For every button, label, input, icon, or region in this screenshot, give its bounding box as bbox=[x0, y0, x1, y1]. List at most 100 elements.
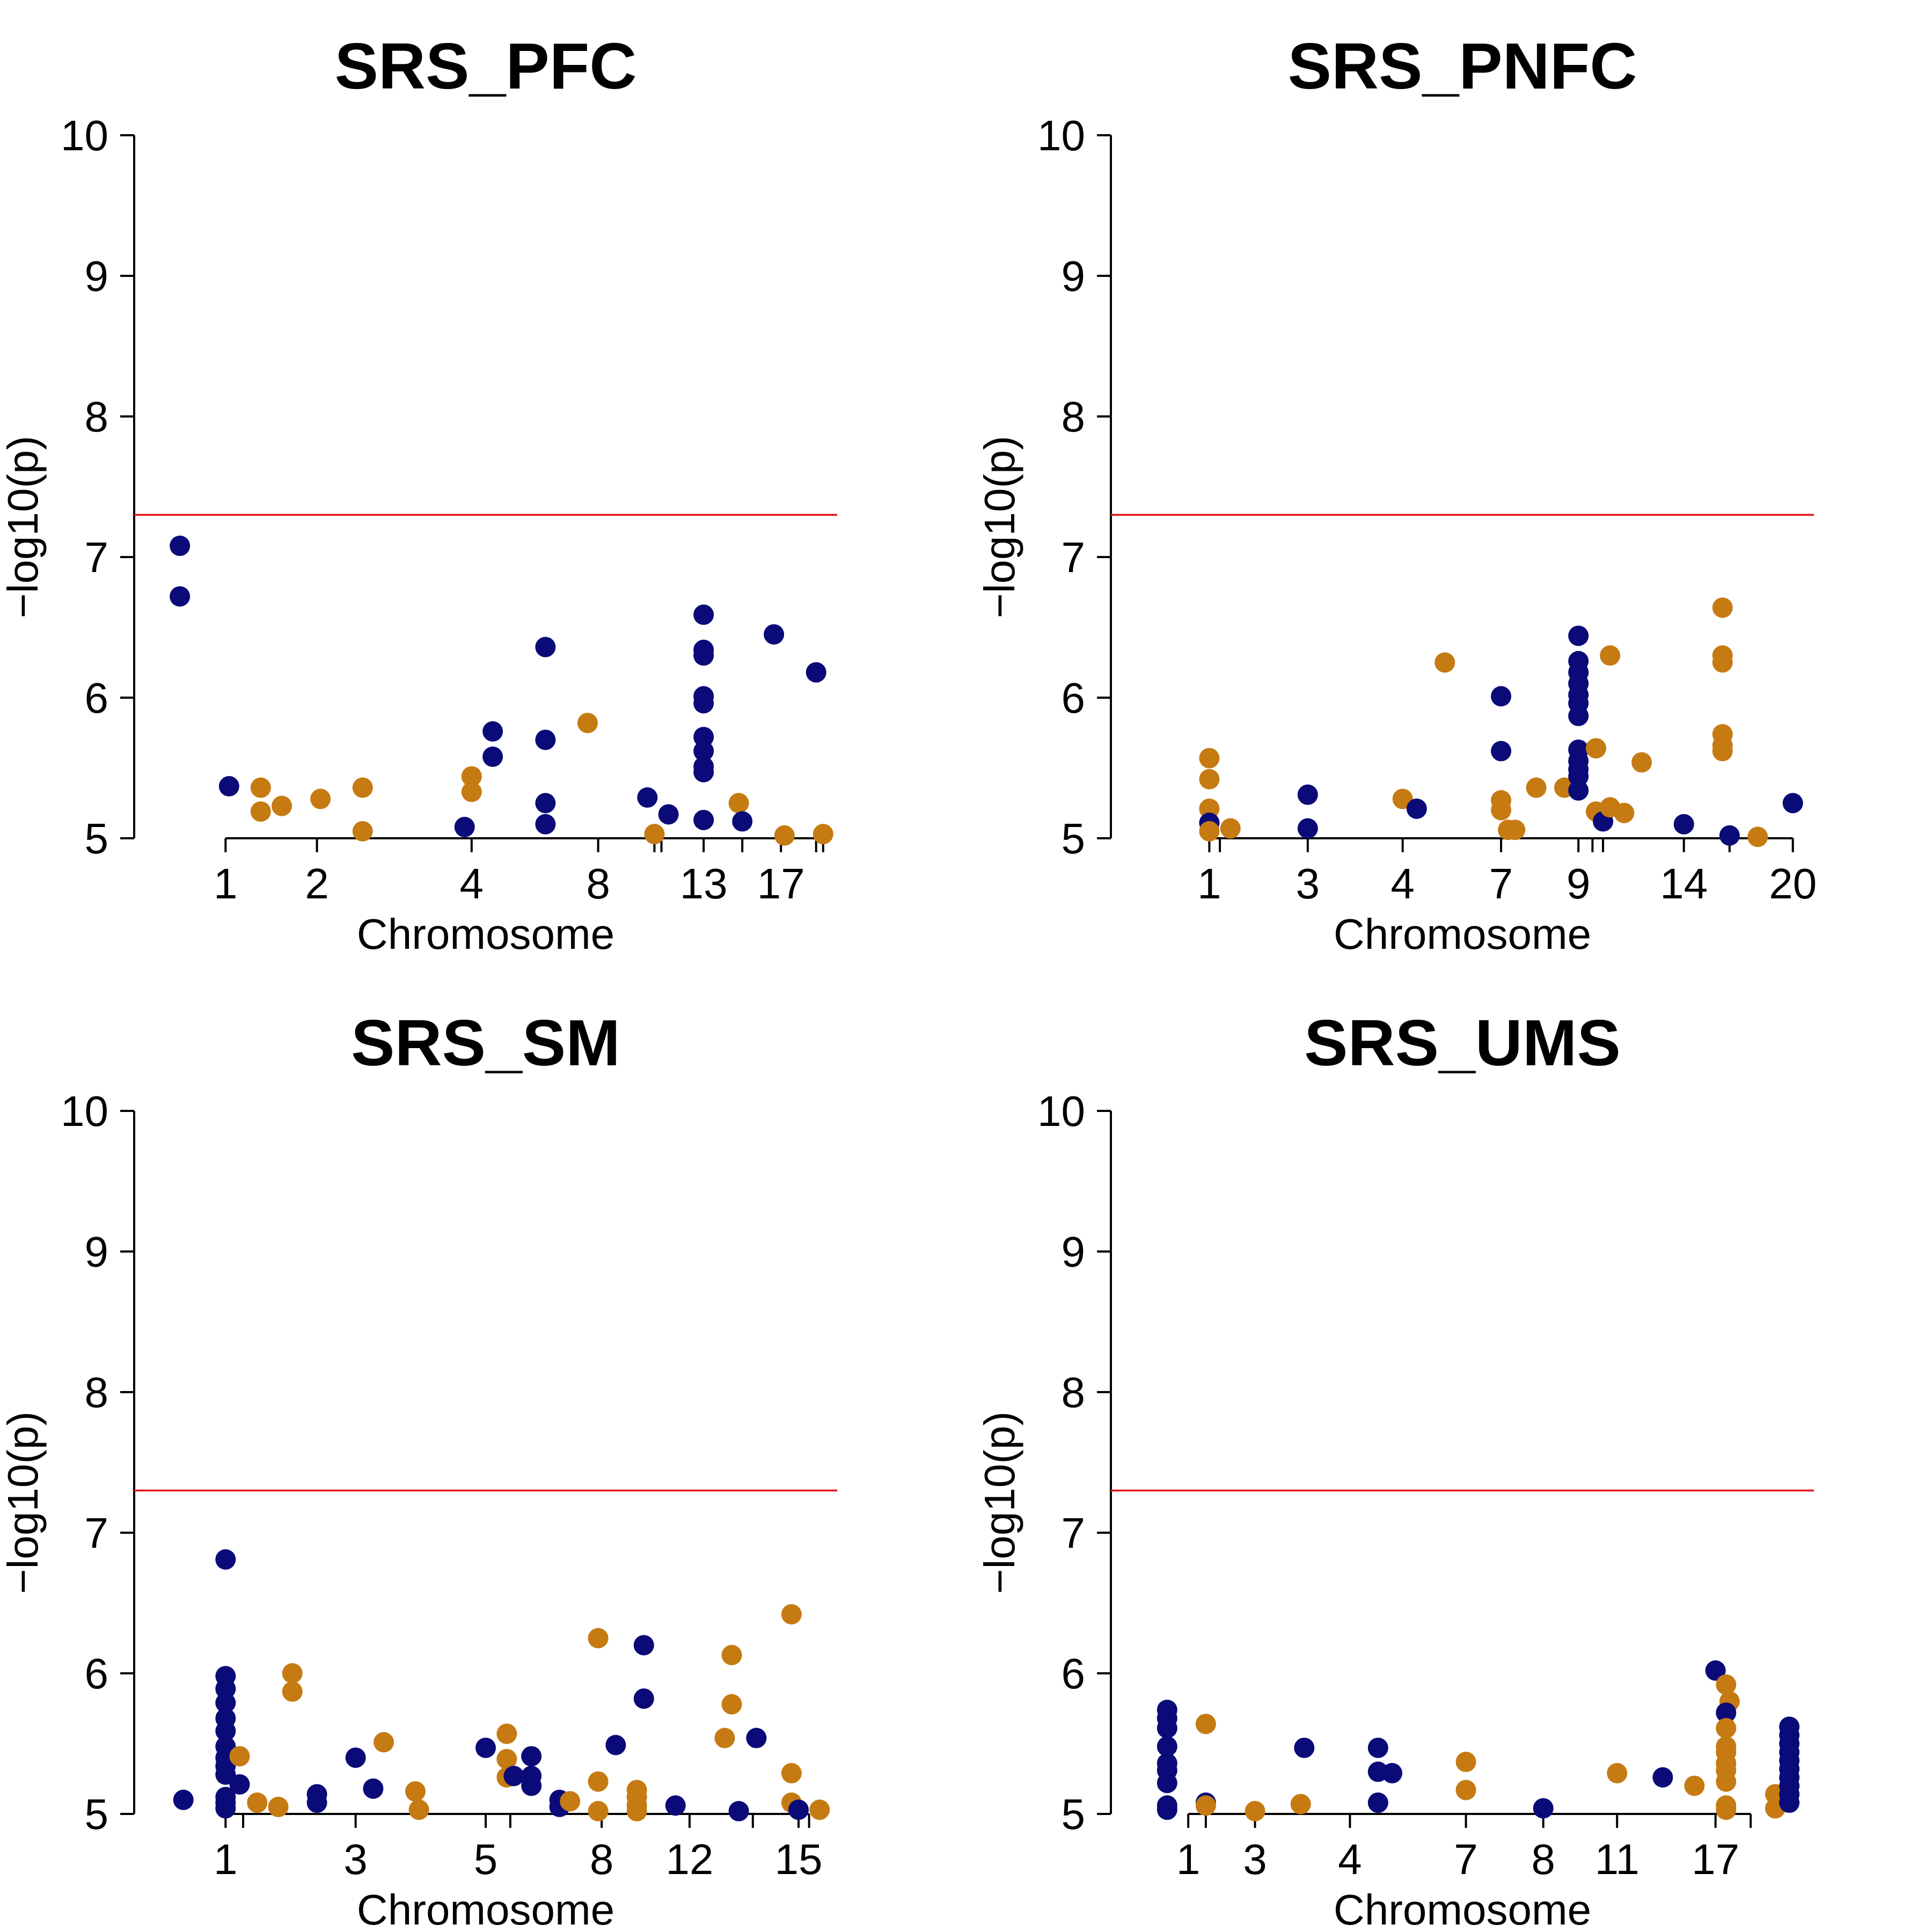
data-point bbox=[1568, 625, 1589, 646]
data-point bbox=[306, 1792, 327, 1813]
panel-srs-pnfc: SRS_PNFC 5 6 7 8 9 10 −log10(p) 1 3 4 7 9 14 20 Chromos… bbox=[976, 30, 1817, 958]
data-point bbox=[535, 729, 556, 750]
data-point bbox=[1705, 1660, 1726, 1681]
data-point bbox=[461, 781, 482, 802]
chart-title: SRS_PFC bbox=[335, 30, 637, 103]
data-point bbox=[535, 814, 556, 835]
data-point bbox=[806, 662, 826, 683]
data-point bbox=[1199, 821, 1220, 841]
x-tick-label: 5 bbox=[474, 1835, 498, 1883]
data-point bbox=[728, 793, 749, 814]
x-tick-label: 17 bbox=[1692, 1835, 1739, 1883]
y-tick-label: 7 bbox=[85, 1509, 109, 1557]
data-point bbox=[250, 801, 271, 822]
data-point bbox=[1719, 825, 1740, 846]
data-point bbox=[605, 1735, 626, 1755]
data-point bbox=[774, 825, 795, 846]
data-point bbox=[1491, 686, 1512, 707]
data-point bbox=[665, 1795, 686, 1816]
data-point bbox=[405, 1781, 426, 1802]
data-point bbox=[310, 788, 331, 809]
x-axis-title: Chromosome bbox=[1334, 910, 1591, 958]
x-tick-label: 9 bbox=[1567, 860, 1591, 908]
data-point bbox=[1195, 1714, 1216, 1735]
data-point bbox=[1782, 793, 1803, 814]
data-point bbox=[693, 693, 714, 714]
y-tick-label: 6 bbox=[85, 1650, 109, 1697]
data-point bbox=[577, 713, 598, 734]
panel-srs-sm: SRS_SM 5 6 7 8 9 10 −log10(p) 1 3 5 8 12 15 Chromosome bbox=[0, 1006, 837, 1932]
data-point bbox=[215, 1721, 236, 1741]
y-tick-label: 5 bbox=[85, 1790, 109, 1838]
data-point bbox=[633, 1635, 654, 1656]
data-point bbox=[1716, 1771, 1737, 1792]
chart-title: SRS_SM bbox=[351, 1006, 620, 1079]
chart-title: SRS_UMS bbox=[1304, 1006, 1621, 1079]
x-tick-label: 8 bbox=[586, 860, 610, 908]
data-point bbox=[282, 1681, 303, 1702]
data-point bbox=[728, 1801, 749, 1821]
data-point bbox=[1245, 1801, 1265, 1821]
data-point bbox=[1631, 752, 1652, 773]
x-tick-label: 7 bbox=[1489, 860, 1513, 908]
data-point bbox=[714, 1728, 735, 1748]
data-point bbox=[588, 1771, 609, 1792]
data-point bbox=[272, 795, 292, 816]
chart-title: SRS_PNFC bbox=[1288, 30, 1637, 103]
x-tick-label: 1 bbox=[214, 860, 238, 908]
data-point bbox=[1435, 652, 1455, 673]
data-point bbox=[1712, 652, 1733, 673]
data-point bbox=[454, 817, 475, 838]
data-point bbox=[461, 766, 482, 787]
data-point bbox=[482, 747, 503, 767]
data-point bbox=[1157, 1773, 1177, 1794]
y-tick-label: 8 bbox=[85, 1368, 109, 1416]
data-point bbox=[1716, 1674, 1737, 1695]
x-tick-label: 7 bbox=[1454, 1835, 1478, 1883]
data-point bbox=[482, 721, 503, 742]
data-point bbox=[1568, 766, 1589, 787]
data-point bbox=[1652, 1767, 1673, 1788]
y-tick-label: 5 bbox=[85, 815, 109, 862]
data-point bbox=[170, 536, 191, 557]
data-point bbox=[1290, 1794, 1311, 1814]
data-point bbox=[215, 1798, 236, 1819]
x-tick-label: 4 bbox=[460, 860, 484, 908]
data-point bbox=[1367, 1737, 1388, 1758]
y-tick-label: 10 bbox=[61, 112, 108, 159]
x-axis-title: Chromosome bbox=[357, 1886, 614, 1932]
data-point bbox=[788, 1799, 809, 1820]
data-point bbox=[809, 1799, 830, 1820]
x-tick-label: 8 bbox=[1531, 1835, 1555, 1883]
y-tick-label: 7 bbox=[1062, 533, 1086, 581]
data-point bbox=[1406, 798, 1427, 819]
data-point bbox=[721, 1694, 742, 1715]
data-point bbox=[693, 809, 714, 830]
data-point bbox=[1199, 798, 1220, 819]
data-point bbox=[1716, 1799, 1737, 1820]
y-axis-title: −log10(p) bbox=[0, 436, 47, 618]
data-point bbox=[1220, 818, 1241, 839]
data-point bbox=[1533, 1798, 1554, 1819]
data-point bbox=[503, 1766, 524, 1787]
y-tick-label: 8 bbox=[1062, 1368, 1086, 1416]
data-point bbox=[352, 777, 373, 798]
y-tick-label: 6 bbox=[1062, 1650, 1086, 1697]
x-tick-label: 11 bbox=[1595, 1835, 1640, 1883]
data-point bbox=[521, 1775, 542, 1796]
y-tick-label: 9 bbox=[85, 1228, 109, 1276]
panel-srs-pfc: SRS_PFC 5 6 7 8 9 10 −log10(p) 1 2 4 8 13 17 Chromosom… bbox=[0, 30, 837, 958]
data-point bbox=[693, 727, 714, 748]
data-point bbox=[1607, 1763, 1628, 1784]
data-point bbox=[746, 1728, 767, 1748]
y-tick-label: 5 bbox=[1062, 815, 1086, 862]
data-point bbox=[1673, 814, 1694, 835]
y-tick-label: 6 bbox=[85, 674, 109, 722]
data-point bbox=[215, 1549, 236, 1570]
data-point bbox=[588, 1801, 609, 1821]
y-tick-label: 8 bbox=[85, 393, 109, 441]
y-tick-label: 7 bbox=[85, 533, 109, 581]
data-point bbox=[1568, 706, 1589, 727]
x-tick-label: 20 bbox=[1769, 860, 1817, 908]
